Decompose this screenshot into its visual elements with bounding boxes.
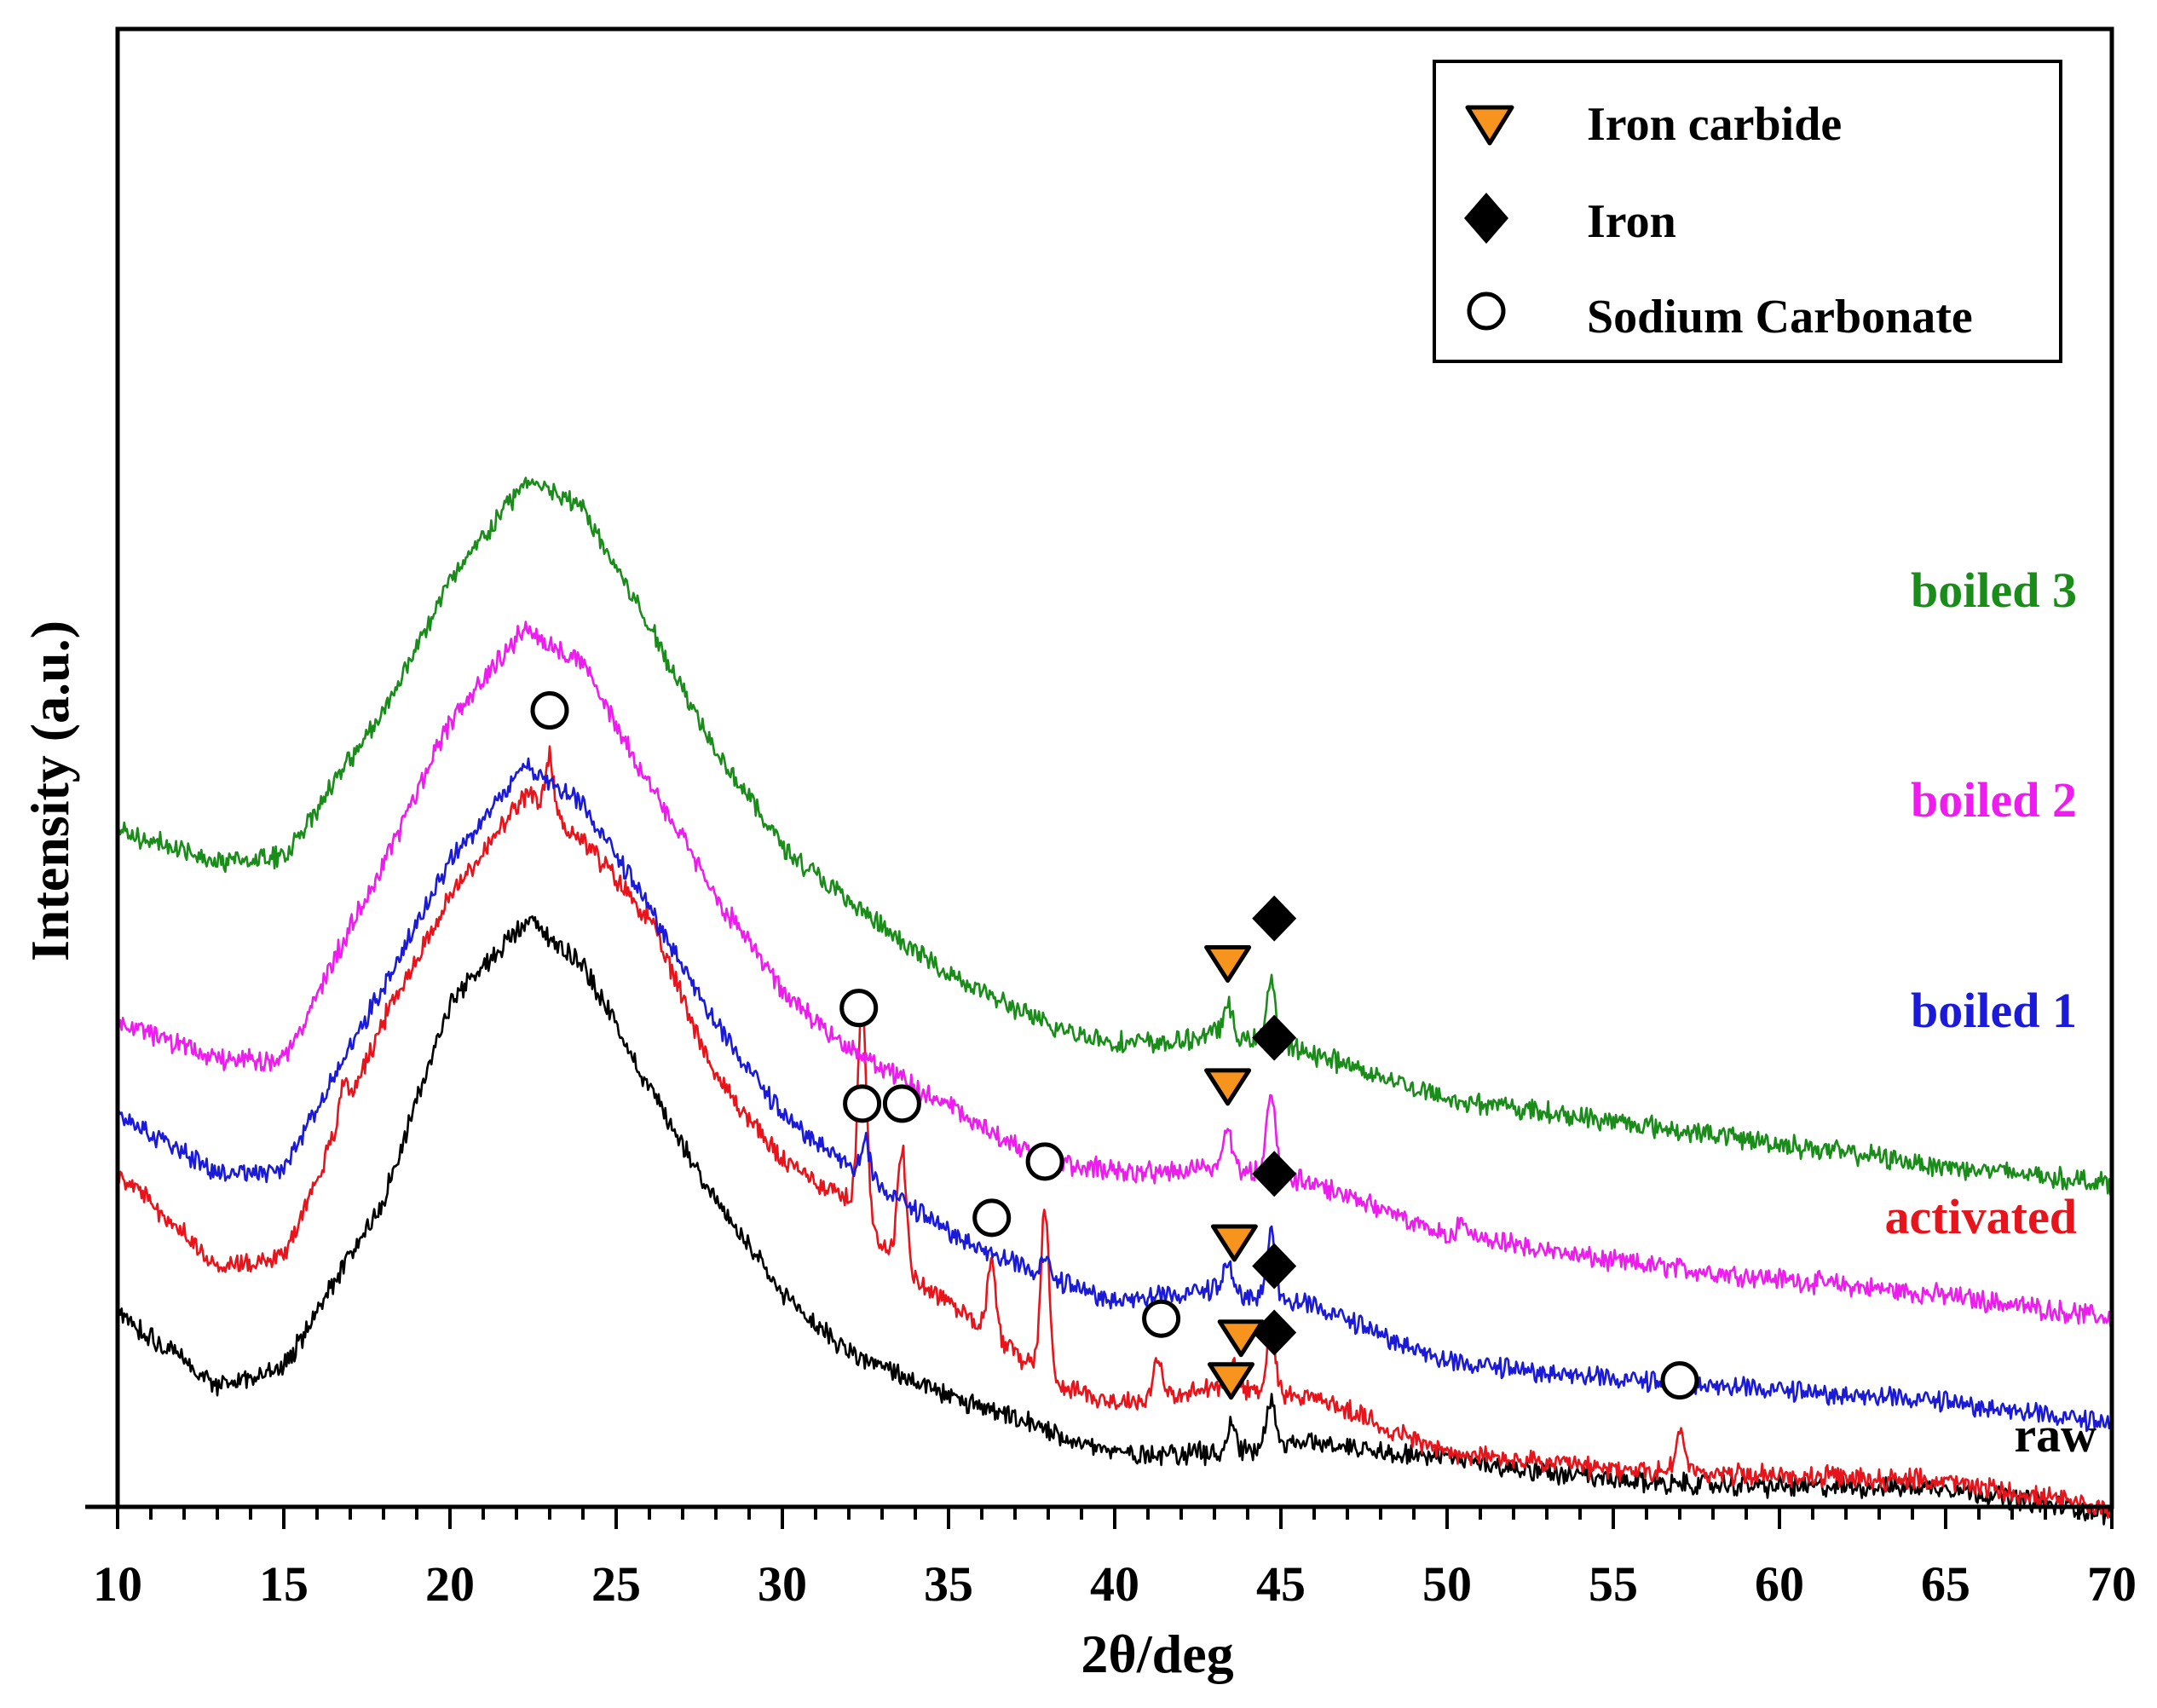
legend-box: [1433, 60, 2062, 363]
legend-sodium-carbonate-icon: [1467, 291, 1506, 331]
x-tick-label: 50: [1422, 1556, 1472, 1612]
sodium-carbonate-marker-icon: [972, 1198, 1012, 1238]
x-tick-label: 60: [1755, 1556, 1804, 1612]
series-line-boiled-2: [117, 620, 2114, 1328]
legend-sodium-carbonate-label: Sodium Carbonate: [1587, 291, 1973, 343]
legend-iron-label: Iron: [1587, 195, 1676, 248]
iron-marker-icon: [1252, 1243, 1297, 1290]
iron-carbide-marker-icon: [1204, 1068, 1252, 1106]
series-line-boiled-3: [116, 476, 2114, 1197]
legend: Iron carbide Iron Sodium Carbonate: [1433, 60, 2062, 363]
series-line-activated: [116, 745, 2114, 1519]
sodium-carbonate-marker-icon: [839, 989, 879, 1028]
sodium-carbonate-marker-icon: [1660, 1361, 1699, 1400]
iron-marker-icon: [1252, 1151, 1297, 1197]
series-label-activated: activated: [1885, 1189, 2078, 1244]
series-label-boiled-1: boiled 1: [1911, 983, 2077, 1038]
iron-marker-icon: [1252, 895, 1297, 942]
legend-iron-icon: [1464, 193, 1508, 244]
iron-carbide-marker-icon: [1208, 1362, 1254, 1400]
iron-carbide-marker-icon: [1204, 945, 1252, 984]
sodium-carbonate-marker-icon: [882, 1084, 921, 1123]
sodium-carbonate-marker-icon: [530, 691, 569, 730]
series-layer: [116, 476, 2114, 1526]
series-label-boiled-3: boiled 3: [1911, 563, 2077, 618]
iron-carbide-marker-icon: [1217, 1319, 1265, 1358]
x-tick-label: 10: [93, 1556, 142, 1612]
x-tick-label: 25: [591, 1556, 641, 1612]
series-label-raw: raw: [2014, 1407, 2096, 1463]
sodium-carbonate-marker-icon: [843, 1084, 882, 1123]
x-tick-label: 20: [425, 1556, 475, 1612]
x-tick-label: 70: [2087, 1556, 2137, 1612]
x-tick-label: 45: [1256, 1556, 1306, 1612]
y-axis-title: Intensity (a.u.): [20, 620, 80, 961]
x-tick-label: 35: [924, 1556, 973, 1612]
sodium-carbonate-marker-icon: [1142, 1299, 1181, 1338]
legend-iron-carbide-label: Iron carbide: [1587, 98, 1842, 151]
sodium-carbonate-marker-icon: [1025, 1142, 1064, 1181]
iron-marker-icon: [1252, 1014, 1297, 1061]
iron-carbide-marker-icon: [1210, 1224, 1258, 1262]
x-tick-label: 55: [1589, 1556, 1638, 1612]
axes-layer: 10 15 20 25 30 35 40 45 50 55 60 65 70: [85, 26, 2137, 1612]
x-tick-label: 15: [259, 1556, 309, 1612]
x-tick-label: 30: [758, 1556, 807, 1612]
phase-marker-layer: [530, 691, 1699, 1400]
legend-iron-carbide-icon: [1465, 105, 1514, 146]
x-axis-title: 2θ/deg: [1081, 1624, 1233, 1684]
x-tick-label: 40: [1090, 1556, 1139, 1612]
x-tick-label: 65: [1921, 1556, 1970, 1612]
series-label-boiled-2: boiled 2: [1911, 772, 2077, 828]
series-line-boiled-1: [116, 757, 2114, 1433]
